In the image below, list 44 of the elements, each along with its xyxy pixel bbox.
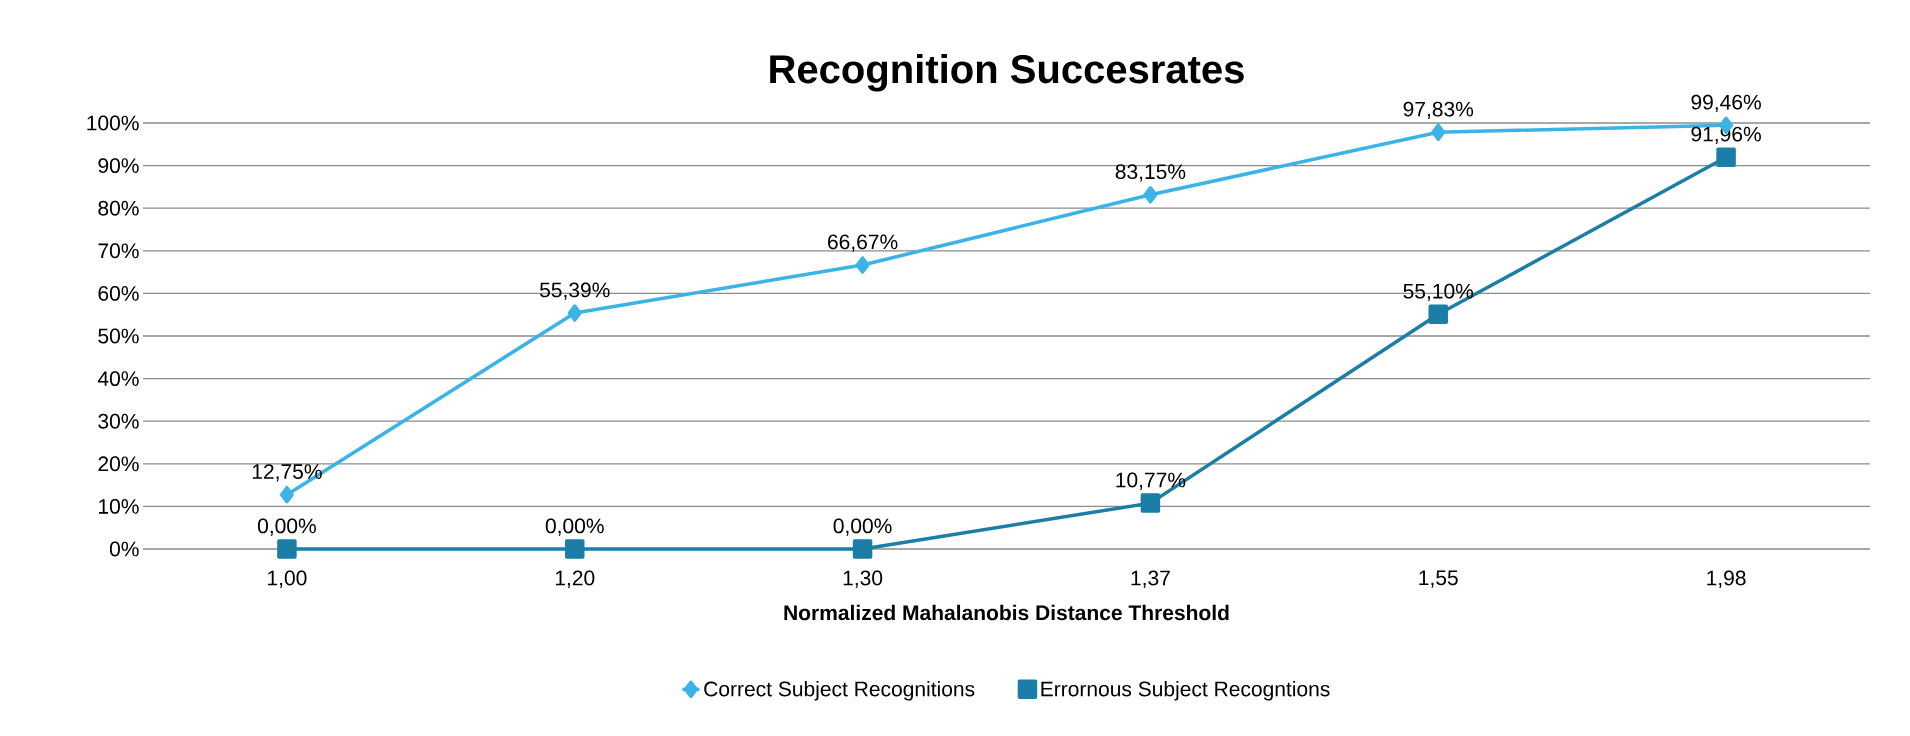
y-tick-label: 100% (87, 115, 139, 131)
point (852, 539, 873, 559)
legend-label: Correct Subject Recognitions (704, 681, 975, 701)
data-label: 91,96% (1691, 126, 1761, 145)
y-tick-label: 40% (97, 371, 139, 387)
x-tick-label: 1,30 (843, 570, 883, 588)
legend-label: Errornous Subject Recogntions (1041, 681, 1330, 701)
point (1140, 493, 1161, 513)
x-tick-label: 1,20 (555, 570, 595, 588)
data-label: 55,10% (1403, 283, 1474, 302)
data-label: 99,46% (1691, 94, 1761, 113)
x-axis-title: Normalized Mahalanobis Distance Threshold (784, 604, 1229, 621)
data-label: 0,00% (833, 518, 892, 536)
y-tick-label: 10% (99, 498, 139, 514)
point (1431, 123, 1446, 141)
y-tick-label: 30% (98, 413, 139, 429)
y-tick-label: 20% (98, 456, 139, 472)
x-tick-label: 1,00 (268, 570, 307, 588)
data-label: 55,39% (539, 282, 610, 300)
point (1143, 186, 1158, 204)
y-tick-label: 50% (98, 328, 139, 344)
data-label: 66,67% (828, 234, 898, 252)
x-tick-label: 1,55 (1419, 570, 1458, 588)
x-tick-label: 1,98 (1707, 570, 1746, 588)
point (567, 304, 582, 322)
x-tick-label: 1,37 (1131, 570, 1170, 588)
point (855, 256, 870, 274)
data-label: 0,00% (545, 518, 604, 536)
point (277, 539, 297, 559)
y-tick-label: 90% (98, 158, 139, 174)
point (1716, 147, 1736, 167)
chart-title: Recognition Succesrates (770, 54, 1244, 92)
y-tick-label: 60% (98, 285, 139, 301)
point (565, 539, 585, 559)
point (279, 485, 294, 504)
data-label: 0,00% (257, 518, 316, 536)
y-tick-label: 0% (109, 541, 139, 557)
data-label: 97,83% (1403, 101, 1474, 120)
y-tick-label: 70% (98, 243, 139, 259)
y-tick-label: 80% (98, 200, 139, 216)
point (1428, 304, 1448, 325)
data-label: 10,77% (1116, 472, 1186, 490)
data-label: 12,75% (252, 464, 322, 482)
data-label: 83,15% (1115, 164, 1186, 182)
